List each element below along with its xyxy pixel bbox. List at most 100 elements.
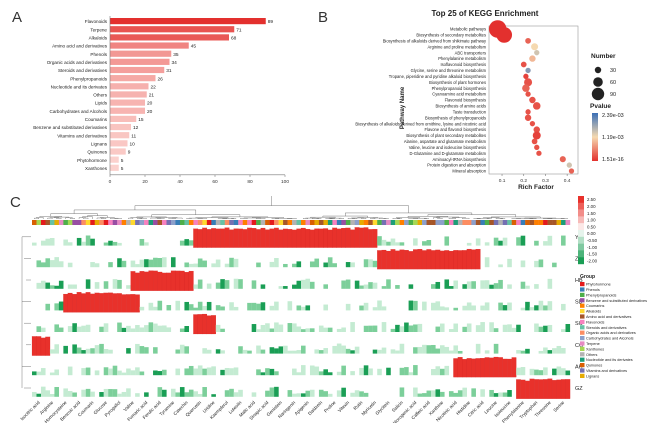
heatmap-cell-low <box>40 386 46 397</box>
heatmap-cell-high <box>220 228 225 248</box>
heatmap-cell-high <box>238 228 243 248</box>
bar-x-tick-label: 60 <box>212 179 218 185</box>
group-strip-cell <box>170 220 176 225</box>
heatmap-cell-low <box>260 284 266 289</box>
group-strip-cell <box>377 220 382 225</box>
bar <box>110 66 165 74</box>
heatmap-scale-swatch <box>578 202 584 210</box>
heatmap-cell-low <box>108 240 113 246</box>
heatmap-cell-low <box>103 323 109 332</box>
pathway-point <box>529 55 536 62</box>
heatmap-cell-low <box>327 393 333 397</box>
heatmap-cell-low <box>67 390 73 397</box>
heatmap-cell-low <box>359 391 364 397</box>
bar <box>110 140 128 147</box>
heatmap-cell-high <box>421 250 427 270</box>
heatmap-cell-low <box>67 242 73 246</box>
heatmap-cell-low <box>363 259 369 268</box>
heatmap-cell-low <box>153 306 158 311</box>
heatmap-cell-high <box>170 270 176 291</box>
heatmap-cell-low <box>103 281 109 289</box>
heatmap-cell-low <box>170 388 176 397</box>
heatmap-cell-high <box>206 315 212 335</box>
heatmap-cell-low <box>215 349 221 354</box>
heatmap-cell-high <box>211 228 216 248</box>
heatmap-cell-low <box>36 371 42 376</box>
heatmap-cell-low <box>251 302 257 311</box>
heatmap-cell-low <box>269 328 275 332</box>
group-strip-cell <box>444 220 450 225</box>
heatmap-cell-low <box>233 278 239 289</box>
panel-label-a: A <box>12 9 22 26</box>
heatmap-cell-low <box>538 259 544 268</box>
group-strip-cell <box>215 220 221 225</box>
heatmap-cell-low <box>435 301 441 311</box>
heatmap-cell-low <box>251 280 257 289</box>
group-strip-cell <box>417 220 423 225</box>
heatmap-cell-low <box>318 350 324 354</box>
size-legend-label: 60 <box>610 80 616 86</box>
heatmap-cell-high <box>395 250 400 270</box>
group-strip-cell <box>381 220 387 225</box>
heatmap-cell-low <box>462 284 467 289</box>
heatmap-cell-low <box>431 390 436 397</box>
heatmap-cell-low <box>45 303 51 311</box>
heatmap-cell-low <box>345 348 351 354</box>
heatmap-cell-high <box>99 293 104 313</box>
heatmap-cell-low <box>395 350 400 354</box>
heatmap-cell-low <box>413 387 418 397</box>
heatmap-cell-low <box>184 301 190 311</box>
heatmap-cell-low <box>67 262 73 268</box>
group-strip-cell <box>206 220 212 225</box>
kegg-title: Top 25 of KEGG Enrichment <box>432 9 539 18</box>
heatmap-scale-label: -0.50 <box>587 238 598 243</box>
heatmap-cell-low <box>534 240 539 246</box>
heatmap-cell-low <box>247 302 252 311</box>
heatmap-cell-low <box>413 365 418 376</box>
heatmap-cell-low <box>413 300 418 311</box>
heatmap-cell-low <box>49 285 55 289</box>
heatmap-cell-low <box>345 262 351 268</box>
heatmap-cell-low <box>453 307 459 311</box>
group-strip-cell <box>529 220 535 225</box>
pathway-label: Flavone and flavonol biosynthesis <box>425 127 486 132</box>
heatmap-cell-low <box>520 281 526 289</box>
heatmap-cell-low <box>368 325 373 332</box>
heatmap-cell-low <box>484 280 490 289</box>
bar-category-label: Xanthones <box>85 166 108 171</box>
heatmap-cell-low <box>197 393 203 397</box>
heatmap-cell-low <box>90 391 95 397</box>
group-strip-cell <box>67 220 73 225</box>
group-legend-label: Steroids and derivatives <box>586 326 627 330</box>
heatmap-cell-low <box>372 307 378 311</box>
heatmap-cell-low <box>153 370 158 376</box>
heatmap-cell-low <box>162 257 167 268</box>
heatmap-cell-low <box>274 258 279 268</box>
heatmap-cell-low <box>139 371 145 376</box>
heatmap-cell-low <box>202 368 207 376</box>
bar <box>110 115 137 122</box>
group-strip-cell <box>94 220 100 225</box>
heatmap-cell-low <box>126 325 131 332</box>
group-strip-cell <box>561 220 566 225</box>
group-strip-cell <box>283 220 288 225</box>
heatmap-cell-low <box>498 392 503 397</box>
bar-category-label: Phenylpropanoids <box>70 76 107 81</box>
heatmap-cell-low <box>40 240 46 246</box>
heatmap-cell-low <box>475 238 481 246</box>
heatmap-cell-low <box>296 305 302 311</box>
heatmap-cell-low <box>211 366 216 376</box>
group-strip-cell <box>32 220 37 225</box>
group-strip-cell <box>354 220 360 225</box>
heatmap-cell-high <box>148 270 154 291</box>
group-strip-cell <box>323 220 329 225</box>
group-strip-cell <box>431 220 436 225</box>
heatmap-cell-low <box>547 278 553 289</box>
heatmap-cell-low <box>498 279 503 289</box>
bar-x-tick-label: 20 <box>142 179 148 185</box>
heatmap-cell-low <box>179 344 185 354</box>
heatmap-cell-low <box>372 349 378 354</box>
heatmap-cell-low <box>435 348 441 354</box>
pathway-label: Biosynthesis of secondary metabolites <box>416 33 486 38</box>
bar-category-label: Organic acids and derivatives <box>47 60 108 65</box>
